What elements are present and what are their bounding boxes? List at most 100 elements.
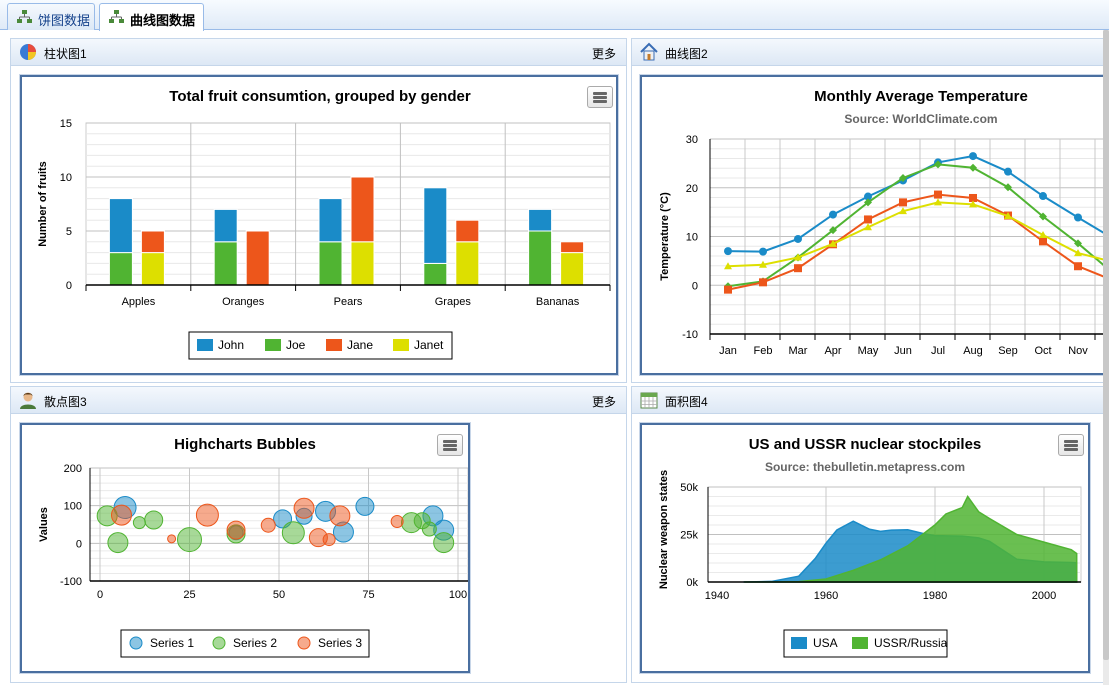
chart-menu-button[interactable] [587, 86, 613, 108]
point-marker [1039, 237, 1047, 246]
legend-label: Series 3 [318, 636, 362, 650]
point-marker [829, 210, 837, 219]
point-marker [864, 223, 872, 231]
bar-joe [528, 230, 553, 286]
panel-bar-chart: 柱状图1 更多 0 5 10 15 Number of fruits Total frui… [10, 38, 627, 383]
bubble-2 [107, 532, 129, 554]
bubble-chart-box: -100 0 100 200 0 25 50 75 100 Values Highcharts Bu… [20, 423, 470, 673]
home-icon [640, 42, 658, 61]
panel-header: 曲线图2 [632, 39, 1108, 66]
panel-header: 柱状图1 更多 [11, 39, 626, 66]
bar-john [318, 198, 343, 243]
y-tick-label: 200 [64, 463, 82, 475]
x-tick-label: May [858, 345, 879, 357]
vertical-scrollbar[interactable] [1103, 30, 1109, 685]
point-marker [969, 152, 977, 161]
sitemap-icon [109, 10, 124, 23]
legend-marker [212, 636, 226, 650]
y-axis-label: Nuclear weapon states [658, 470, 670, 589]
x-tick-label: Jul [931, 345, 945, 357]
point-marker [1074, 249, 1082, 257]
point-marker [794, 264, 802, 273]
point-marker [934, 160, 942, 169]
bubble-3 [329, 505, 351, 527]
x-tick-label: 2000 [1032, 590, 1056, 602]
bubble-3 [293, 497, 315, 519]
legend-marker [129, 636, 143, 650]
point-marker [1039, 192, 1047, 201]
x-tick-label: Bananas [536, 296, 580, 308]
x-tick-label: 0 [97, 589, 103, 601]
series-line-1 [727, 163, 1109, 288]
area-series-ussr [744, 495, 1078, 583]
bar-jane [560, 241, 585, 254]
chart-menu-button[interactable] [437, 434, 463, 456]
tab-pie-data[interactable]: 饼图数据 [7, 3, 95, 30]
legend-swatch [197, 339, 213, 351]
panel-header: 散点图3 更多 [11, 387, 626, 414]
panel-line-chart: 曲线图2 -10 0 10 20 30 Temperature (°C) Monthly A… [631, 38, 1109, 383]
more-link[interactable]: 更多 [591, 395, 616, 409]
x-tick-label: Oranges [222, 296, 265, 308]
series-line-2 [727, 193, 1109, 291]
y-tick-label: 100 [64, 501, 82, 513]
y-tick-label: -100 [60, 576, 82, 588]
legend-swatch [265, 339, 281, 351]
user-icon [20, 392, 36, 409]
more-link[interactable]: 更多 [591, 47, 616, 61]
y-tick-label: 30 [686, 134, 698, 146]
bar-janet [455, 241, 480, 286]
x-tick-label: 25 [183, 589, 195, 601]
y-axis-label: Number of fruits [37, 161, 49, 247]
y-tick-label: 10 [60, 172, 72, 184]
point-marker [899, 198, 907, 207]
bar-joe [213, 241, 238, 286]
point-marker [934, 190, 942, 199]
point-marker [934, 198, 942, 206]
bar-chart: 0 5 10 15 Number of fruits Total fruit consum… [37, 88, 611, 360]
y-tick-label: 0 [66, 280, 72, 292]
tab-label: 饼图数据 [38, 13, 91, 28]
x-tick-label: Sep [998, 345, 1018, 357]
point-marker [899, 207, 907, 215]
x-tick-label: 75 [362, 589, 374, 601]
x-tick-label: 1940 [705, 590, 729, 602]
x-tick-label: Apples [122, 296, 156, 308]
bar-jane [350, 176, 375, 243]
point-marker [864, 192, 872, 201]
tab-curve-data[interactable]: 曲线图数据 [99, 3, 204, 31]
area-chart: 0k 25k 50k 1940 1960 1980 2000 Nuclear weapon s… [658, 436, 1082, 658]
bubble-2 [433, 532, 455, 554]
y-tick-label: 10 [686, 232, 698, 244]
chart-subtitle: Source: WorldClimate.com [844, 112, 997, 126]
chart-menu-button[interactable] [1058, 434, 1084, 456]
point-marker [1039, 231, 1047, 239]
legend-swatch [326, 339, 342, 351]
tab-label: 曲线图数据 [130, 13, 196, 28]
x-tick-label: Oct [1034, 345, 1051, 357]
point-marker [1004, 183, 1012, 192]
legend-label: John [218, 338, 244, 352]
panel-scatter-chart: 散点图3 更多 -100 0 100 200 0 25 50 75 100 Values Highc… [10, 386, 627, 683]
series-line-3 [727, 201, 1109, 268]
panel-title: 面积图4 [665, 395, 708, 409]
bubble-3 [110, 504, 132, 526]
point-marker [864, 198, 872, 207]
y-axis-label: Temperature (°C) [659, 192, 671, 281]
scrollbar-thumb[interactable] [1103, 30, 1109, 660]
y-tick-label: 5 [66, 226, 72, 238]
point-marker [969, 163, 977, 172]
legend-box [120, 629, 370, 658]
bubble-3 [167, 534, 177, 544]
legend-label: Series 2 [233, 636, 277, 650]
panel-title: 散点图3 [44, 395, 87, 409]
chart-title: US and USSR nuclear stockpiles [749, 436, 982, 453]
point-marker [724, 247, 732, 256]
point-marker [829, 226, 837, 235]
panel-title: 柱状图1 [44, 47, 87, 61]
bar-chart-box: 0 5 10 15 Number of fruits Total fruit consum… [20, 75, 618, 375]
bar-john [423, 187, 448, 264]
panel-title: 曲线图2 [665, 47, 708, 61]
y-axis-label: Values [38, 507, 50, 542]
bubble-chart: -100 0 100 200 0 25 50 75 100 Values Highcharts Bu… [38, 436, 468, 658]
